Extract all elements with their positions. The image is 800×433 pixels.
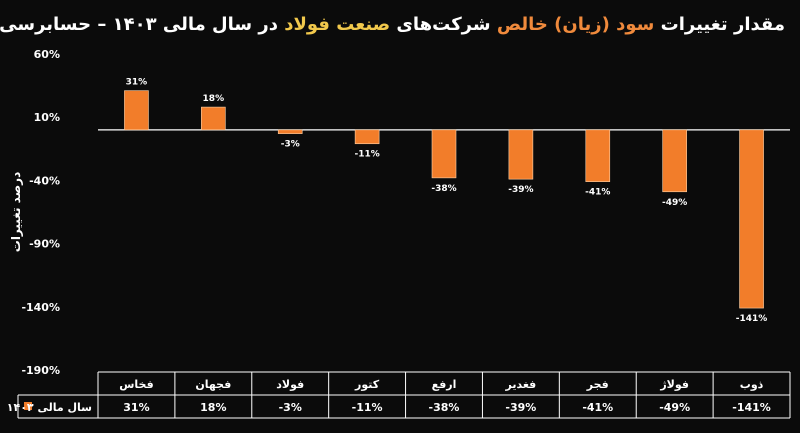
data-label: -141% [736,314,768,324]
y-axis-label: درصد تغییرات [9,172,23,252]
chart-title-part: صنعت فولاد [284,14,390,35]
bar [124,90,149,131]
data-label: -41% [585,188,610,198]
table-category: کتور [354,378,380,391]
table-value: -38% [429,401,460,414]
chart-title-part: در سال مالی ۱۴۰۳ [106,14,284,35]
table-category: فجهان [195,378,231,391]
table-category: فجر [586,378,609,391]
table-value: -11% [352,401,383,414]
data-label: -3% [281,140,300,150]
y-tick-label: -40% [29,174,60,187]
y-tick-label: -140% [21,301,60,314]
table-category: ذوب [740,378,764,391]
bar [277,129,303,134]
data-label: -38% [431,184,456,194]
bar [431,129,457,179]
table-category: ارفع [432,378,457,391]
table-category: فخاس [119,378,153,391]
data-label: -11% [354,150,379,160]
chart-title-part: سود (زیان) خالص [497,14,655,35]
bar [201,106,226,131]
table-category: فولاد [276,378,304,391]
bar [354,129,380,145]
table-category: فولاژ [659,378,689,391]
table-value: 18% [200,401,226,414]
table-value: -49% [659,401,690,414]
chart-title: مقدار تغییرات سود (زیان) خالص شرکت‌های ص… [0,14,785,35]
chart-title-part: شرکت‌های [390,14,497,35]
bar [585,129,611,182]
chart-title-part: مقدار تغییرات [654,14,785,35]
table-value: -3% [279,401,302,414]
y-tick-label: -190% [21,364,60,377]
data-label: -39% [508,185,533,195]
legend-label: سال مالی ۱۴۰۳ [7,401,92,414]
table-value: -141% [732,401,771,414]
bar [662,129,687,193]
table-value: 31% [123,401,149,414]
bar [739,129,764,309]
y-tick-label: 10% [34,111,60,124]
data-label: 18% [203,94,225,104]
data-label: 31% [126,78,148,88]
data-label: -49% [662,198,687,208]
table-category: فغدیر [505,378,537,391]
table-value: -41% [582,401,613,414]
y-tick-label: -90% [29,238,60,251]
table-value: -39% [505,401,536,414]
bar [508,129,534,180]
y-tick-label: 60% [34,48,60,61]
legend-swatch [24,402,32,410]
chart-title-part: – حسابرسی نشده [0,14,106,35]
